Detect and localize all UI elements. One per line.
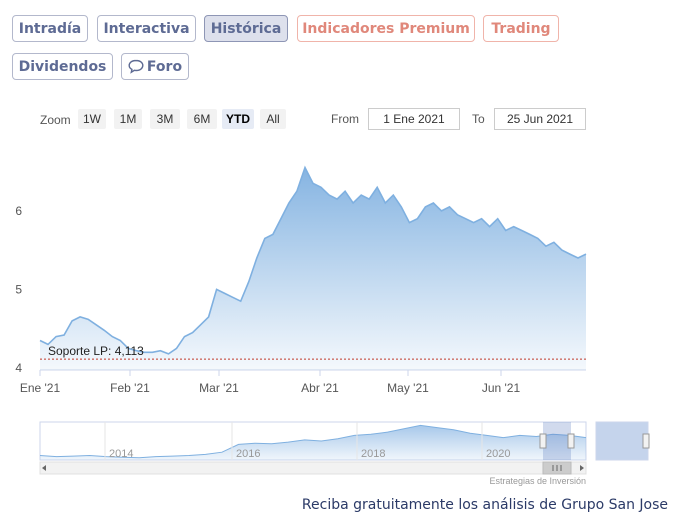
from-date-input[interactable]: 1 Ene 2021 [368,108,460,130]
scroll-left-icon[interactable] [42,465,46,471]
scrollbar-track[interactable] [39,461,587,475]
zoom-6m-button[interactable]: 6M [187,109,217,129]
tab-label: Histórica [210,20,282,37]
x-tick-label: Feb '21 [110,381,150,395]
tab-trading[interactable]: Trading [483,15,559,42]
from-label: From [331,112,359,126]
zoom-all-button[interactable]: All [260,109,286,129]
support-label: Soporte LP: 4,113 [48,344,144,358]
price-area [40,167,586,370]
price-line [39,165,587,355]
tab-label: Indicadores Premium [302,20,470,37]
x-tick-label: Mar '21 [199,381,239,395]
navigator-year-label: 2014 [109,448,133,460]
navigator-year-label: 2020 [486,448,510,460]
navigator-line [39,424,587,459]
tab-indicadores-premium[interactable]: Indicadores Premium [297,15,475,42]
tab-foro[interactable]: Foro [121,53,189,80]
navigator-area [40,425,586,460]
tab-intradia[interactable]: Intradía [12,15,88,42]
navigator-handle[interactable] [567,433,575,449]
navigator-handle[interactable] [642,433,650,449]
tab-historica[interactable]: Histórica [204,15,288,42]
navigator-year-label: 2016 [236,448,260,460]
x-tick-label: Abr '21 [301,381,339,395]
tab-label: Dividendos [18,58,107,75]
y-tick-label: 6 [15,204,22,218]
tab-label: Trading [491,20,551,37]
zoom-1m-button[interactable]: 1M [114,109,142,129]
tab-interactiva[interactable]: Interactiva [97,15,196,42]
chart-credits: Estrategias de Inversión [489,476,586,486]
zoom-label: Zoom [40,113,71,127]
x-tick-label: Jun '21 [482,381,521,395]
navigator-handle[interactable] [539,433,547,449]
price-chart: 4 5 6 Soporte LP: 4,113 Ene '21 Feb '21 Mar '2… [15,165,650,486]
to-date-input[interactable]: 25 Jun 2021 [494,108,586,130]
tab-label: Foro [146,58,183,75]
zoom-1w-button[interactable]: 1W [78,109,106,129]
x-tick-label: Ene '21 [20,381,61,395]
x-tick-label: May '21 [387,381,429,395]
zoom-ytd-button[interactable]: YTD [222,109,254,129]
to-label: To [472,112,485,126]
navigator-preview [595,421,649,461]
speech-bubble-icon [128,59,144,74]
navigator-selection [543,422,571,460]
y-tick-label: 4 [15,361,22,375]
y-tick-label: 5 [15,282,22,296]
tab-dividendos[interactable]: Dividendos [12,53,113,80]
tab-label: Interactiva [103,20,190,37]
zoom-3m-button[interactable]: 3M [150,109,180,129]
footer-text: Reciba gratuitamente los análisis de Gru… [301,497,668,513]
navigator-year-label: 2018 [361,448,385,460]
tab-label: Intradía [18,20,82,37]
scroll-right-icon[interactable] [580,465,584,471]
